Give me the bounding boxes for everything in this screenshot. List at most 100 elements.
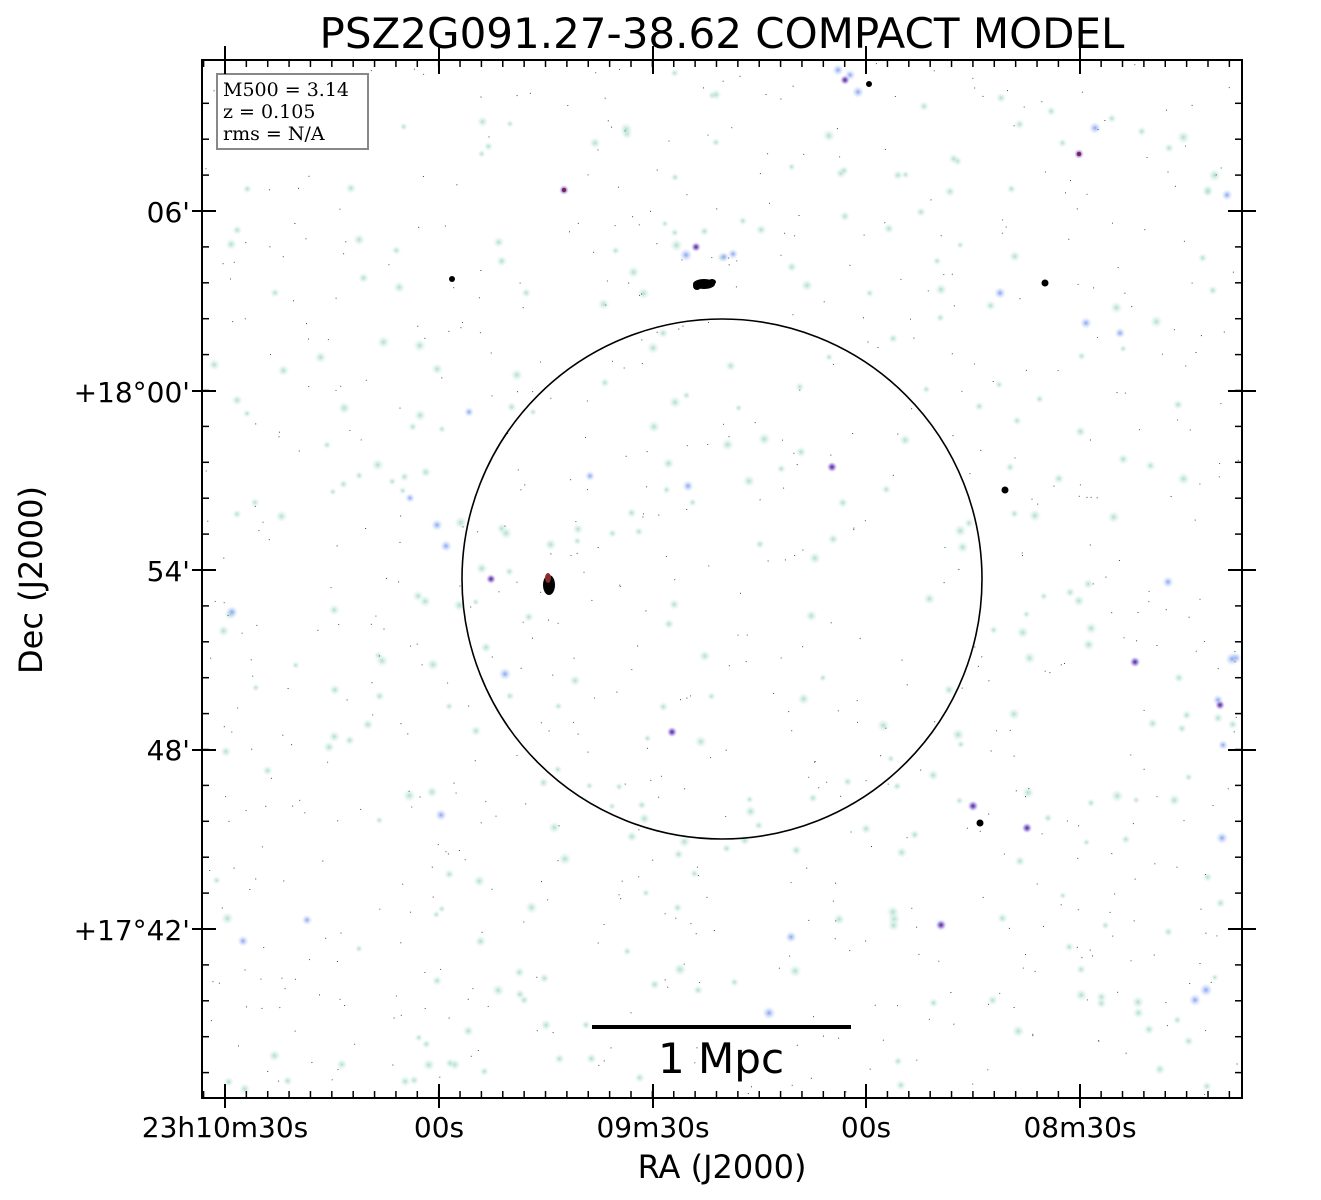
- noise-pixel: [468, 705, 470, 707]
- noise-pixel: [577, 733, 579, 735]
- noise-pixel: [338, 624, 340, 625]
- noise-pixel: [988, 813, 990, 815]
- mid-source: [784, 930, 798, 944]
- faint-source: [1201, 184, 1215, 197]
- noise-pixel: [950, 992, 952, 993]
- noise-pixel: [619, 584, 621, 586]
- noise-pixel: [697, 875, 699, 877]
- noise-pixel: [1165, 1002, 1167, 1004]
- noise-pixel: [241, 632, 243, 634]
- noise-pixel: [754, 422, 756, 424]
- faint-source: [412, 590, 424, 602]
- faint-source: [1005, 462, 1016, 473]
- noise-pixel: [294, 1030, 296, 1032]
- faint-source: [951, 727, 965, 742]
- noise-pixel: [525, 803, 527, 805]
- noise-pixel: [520, 667, 522, 669]
- noise-pixel: [1015, 790, 1017, 792]
- faint-source: [956, 540, 970, 554]
- noise-pixel: [459, 585, 461, 587]
- noise-pixel: [1111, 853, 1113, 855]
- bright-source: [936, 920, 946, 930]
- noise-pixel: [1019, 298, 1021, 300]
- noise-pixel: [913, 337, 915, 339]
- faint-source: [1014, 118, 1026, 130]
- noise-pixel: [1205, 1030, 1207, 1032]
- noise-pixel: [370, 70, 372, 72]
- noise-pixel: [269, 189, 270, 191]
- noise-pixel: [788, 711, 790, 713]
- noise-pixel: [536, 1030, 538, 1032]
- faint-source: [670, 172, 680, 182]
- noise-pixel: [686, 445, 688, 447]
- faint-source: [706, 691, 716, 701]
- noise-pixel: [863, 234, 865, 236]
- noise-pixel: [470, 1055, 472, 1057]
- faint-source: [1120, 834, 1131, 845]
- faint-source: [1110, 789, 1125, 803]
- noise-pixel: [593, 251, 595, 253]
- noise-pixel: [269, 246, 271, 248]
- noise-pixel: [480, 270, 482, 271]
- noise-pixel: [413, 68, 415, 70]
- noise-pixel: [790, 882, 792, 884]
- noise-pixel: [298, 450, 300, 452]
- noise-pixel: [835, 882, 836, 884]
- bright-source: [840, 75, 850, 85]
- noise-pixel: [410, 911, 412, 913]
- noise-pixel: [656, 169, 658, 171]
- faint-source: [444, 701, 454, 711]
- noise-pixel: [620, 898, 622, 900]
- x-tick-label: 00s: [841, 1111, 891, 1144]
- faint-source: [220, 745, 232, 758]
- faint-source: [1146, 717, 1159, 730]
- faint-source: [626, 507, 637, 519]
- noise-pixel: [222, 263, 224, 265]
- noise-pixel: [1092, 955, 1093, 957]
- faint-source: [398, 486, 408, 496]
- faint-source: [338, 479, 349, 490]
- noise-pixel: [432, 896, 434, 898]
- mid-source: [682, 480, 694, 492]
- bright-source: [1215, 700, 1225, 710]
- faint-source: [250, 497, 260, 508]
- noise-pixel: [444, 225, 446, 227]
- faint-source: [547, 821, 561, 834]
- faint-source: [1167, 793, 1181, 807]
- noise-pixel: [966, 827, 968, 829]
- noise-pixel: [793, 452, 795, 454]
- faint-source: [402, 788, 417, 803]
- faint-source: [1057, 138, 1068, 148]
- noise-pixel: [583, 571, 585, 573]
- faint-source: [291, 661, 300, 670]
- faint-source: [1117, 453, 1130, 466]
- faint-source: [413, 408, 427, 422]
- noise-pixel: [992, 381, 994, 382]
- noise-pixel: [1223, 331, 1225, 333]
- noise-pixel: [918, 953, 920, 955]
- noise-pixel: [548, 730, 550, 732]
- faint-source: [1119, 344, 1128, 353]
- noise-pixel: [664, 913, 666, 915]
- cluster-aperture-circle: [461, 318, 983, 840]
- mid-source: [993, 286, 1007, 300]
- noise-pixel: [814, 761, 816, 762]
- noise-pixel: [736, 260, 738, 262]
- y-tick-label: 54': [147, 555, 190, 588]
- noise-pixel: [516, 95, 518, 97]
- faint-source: [818, 673, 828, 683]
- noise-pixel: [335, 389, 337, 391]
- mid-source: [762, 1006, 776, 1020]
- noise-pixel: [1228, 87, 1230, 89]
- noise-pixel: [778, 967, 780, 969]
- noise-pixel: [1189, 983, 1191, 984]
- noise-pixel: [467, 998, 469, 1000]
- noise-pixel: [319, 994, 320, 996]
- noise-pixel: [880, 755, 882, 757]
- tick-marks: [192, 46, 1256, 1108]
- noise-pixel: [710, 757, 712, 759]
- noise-pixel: [681, 259, 683, 261]
- noise-pixel: [522, 307, 524, 309]
- noise-pixel: [780, 657, 782, 659]
- faint-source: [453, 515, 468, 530]
